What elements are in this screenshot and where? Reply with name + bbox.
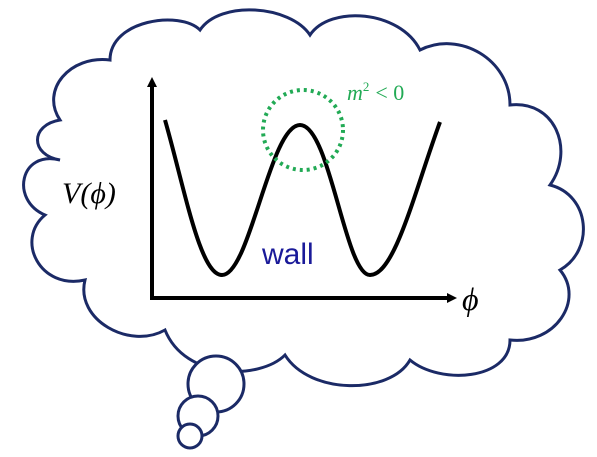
mass-base: m [347,80,363,105]
mass-label: m2 < 0 [347,79,404,105]
y-axis-label: V(ϕ) [62,177,116,210]
thought-diagram: m2 < 0 wall V(ϕ) ϕ [0,0,597,457]
mass-relation: < 0 [375,80,404,105]
mass-exponent: 2 [363,79,370,94]
wall-label: wall [261,238,314,271]
x-axis-label: ϕ [462,281,479,317]
thought-bubble [178,424,202,448]
